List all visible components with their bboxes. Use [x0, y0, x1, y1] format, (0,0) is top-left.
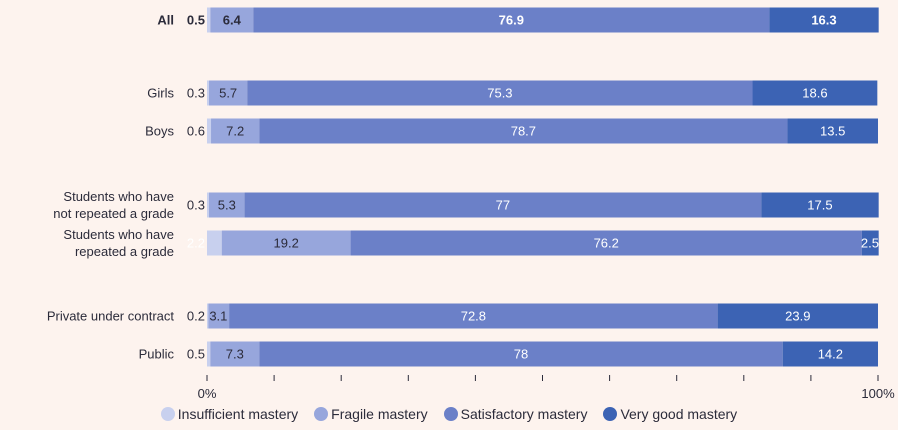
category-label: Students who have not repeated a grade: [53, 189, 174, 221]
legend-swatch-satisfactory: [443, 407, 458, 421]
legend-item-very-good: Very good mastery: [603, 406, 737, 422]
bar-segment: [207, 303, 209, 329]
category-label: Students who have repeated a grade: [63, 227, 174, 259]
legend-label-insufficient: Insufficient mastery: [177, 406, 299, 422]
data-label: 16.3: [811, 13, 836, 28]
data-label: 78: [514, 347, 528, 362]
legend-swatch-very-good: [603, 407, 618, 421]
data-label: 76.9: [499, 13, 524, 28]
bar-segment: [350, 230, 862, 256]
data-label: 13.5: [820, 124, 845, 139]
bar-segment: [782, 341, 878, 367]
legend: Insufficient mastery Fragile mastery Sat…: [0, 406, 898, 422]
data-label: 76.2: [594, 236, 619, 251]
data-label: 0.5: [187, 13, 205, 28]
category-label: Public: [139, 347, 175, 362]
bar-segment: [259, 341, 783, 367]
bar-segment: [208, 303, 230, 329]
bar-segment: [210, 341, 260, 367]
bar-segment: [787, 118, 878, 144]
bar-segment: [229, 303, 718, 329]
legend-item-insufficient: Insufficient mastery: [160, 406, 299, 422]
category-label: All: [157, 13, 174, 28]
bar-segment: [210, 7, 254, 33]
category-label: Boys: [145, 124, 174, 139]
data-label: 0.2: [187, 309, 205, 324]
bar-segment: [211, 118, 260, 144]
data-label: 19.2: [274, 236, 299, 251]
bar-segment: [207, 341, 211, 367]
bar-segment: [221, 230, 351, 256]
data-label: 2.2: [187, 236, 205, 251]
bar-segment: [247, 80, 753, 106]
stacked-bar-chart: All 0.5 6.4 76.9 16.3 Girls 0.3 5.7 75.3 18.6 Boys…: [47, 7, 895, 401]
data-label: 7.3: [226, 347, 244, 362]
data-label: 75.3: [487, 86, 512, 101]
data-label: 0.3: [187, 86, 205, 101]
bar-segment: [769, 7, 879, 33]
bar-segment: [207, 192, 210, 218]
data-label: 14.2: [818, 347, 843, 362]
data-label: 78.7: [511, 124, 536, 139]
bar-segment: [209, 80, 248, 106]
category-label: Girls: [147, 86, 174, 101]
bar-segment: [207, 80, 210, 106]
data-label: 77: [496, 198, 510, 213]
legend-swatch-insufficient: [160, 407, 175, 421]
data-label: 5.3: [218, 198, 236, 213]
legend-label-satisfactory: Satisfactory mastery: [460, 406, 588, 422]
data-label: 6.4: [223, 13, 242, 28]
data-label: 0.5: [187, 347, 205, 362]
legend-label-fragile: Fragile mastery: [331, 406, 428, 422]
data-label: 2.5: [861, 236, 879, 251]
legend-swatch-fragile: [314, 407, 329, 421]
data-label: 3.1: [209, 309, 227, 324]
legend-item-fragile: Fragile mastery: [314, 406, 428, 422]
data-label: 23.9: [785, 309, 810, 324]
x-tick-label: 100%: [861, 386, 895, 401]
bar-segment: [209, 192, 245, 218]
bar-segment: [244, 192, 762, 218]
data-label: 7.2: [226, 124, 244, 139]
data-label: 72.8: [461, 309, 486, 324]
legend-label-very-good: Very good mastery: [620, 406, 738, 422]
bar-segment: [259, 118, 788, 144]
category-label: Private under contract: [47, 309, 175, 324]
data-label: 5.7: [219, 86, 237, 101]
bar-segment: [207, 230, 222, 256]
bar-segment: [761, 192, 879, 218]
data-label: 17.5: [807, 198, 832, 213]
bar-segment: [717, 303, 878, 329]
data-label: 0.3: [187, 198, 205, 213]
bar-segment: [752, 80, 878, 106]
bar-segment: [207, 7, 211, 33]
data-label: 0.6: [187, 124, 205, 139]
data-label: 18.6: [802, 86, 827, 101]
x-tick-label: 0%: [198, 386, 217, 401]
bar-segment: [861, 230, 879, 256]
bar-segment: [207, 118, 212, 144]
legend-item-satisfactory: Satisfactory mastery: [443, 406, 588, 422]
bar-segment: [253, 7, 770, 33]
